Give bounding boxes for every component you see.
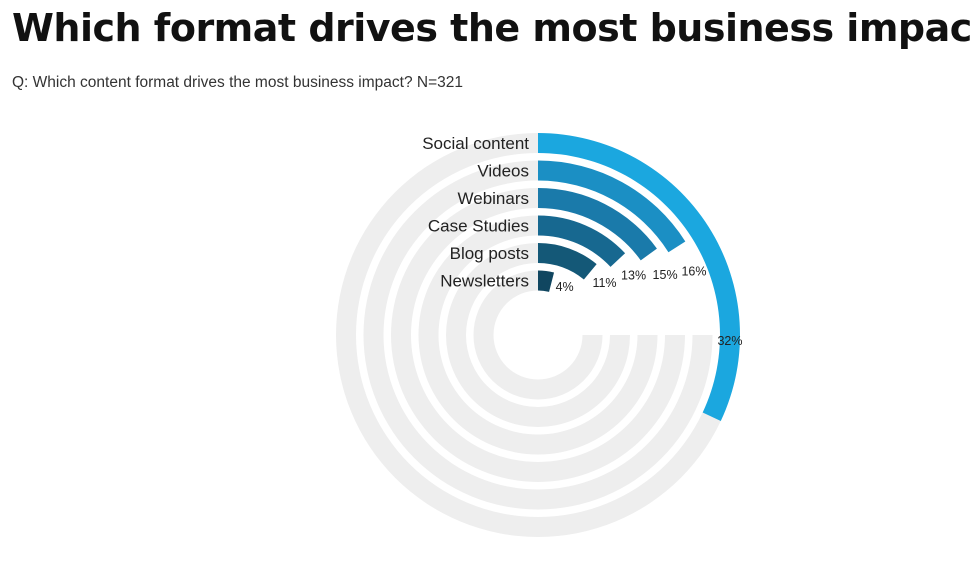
chart-title: Which format drives the most business im… xyxy=(12,6,971,50)
category-label-videos: Videos xyxy=(477,162,529,181)
value-label-blog-posts: 11% xyxy=(592,276,616,290)
chart-subtitle: Q: Which content format drives the most … xyxy=(12,74,463,91)
value-label-case-studies: 13% xyxy=(621,268,646,282)
bar-social-content xyxy=(538,133,740,422)
value-label-webinars: 15% xyxy=(653,268,678,282)
category-label-blog-posts: Blog posts xyxy=(450,244,529,263)
value-label-newsletters: 4% xyxy=(556,280,574,294)
value-label-videos: 16% xyxy=(681,265,706,279)
chart-bars xyxy=(538,133,740,422)
category-label-social-content: Social content xyxy=(422,134,529,153)
bar-blog-posts xyxy=(538,243,597,280)
bar-webinars xyxy=(538,188,657,261)
category-label-newsletters: Newsletters xyxy=(440,272,529,291)
category-label-webinars: Webinars xyxy=(458,189,530,208)
chart-tracks xyxy=(336,133,740,537)
bar-case-studies xyxy=(538,215,626,267)
value-label-social-content: 32% xyxy=(717,334,742,348)
bar-newsletters xyxy=(538,270,555,292)
category-label-case-studies: Case Studies xyxy=(428,217,529,236)
chart-labels: Social content 32% Videos 16% Webinars 15% Cas… xyxy=(422,134,742,348)
bar-videos xyxy=(538,160,686,253)
track-newsletters xyxy=(473,270,603,400)
